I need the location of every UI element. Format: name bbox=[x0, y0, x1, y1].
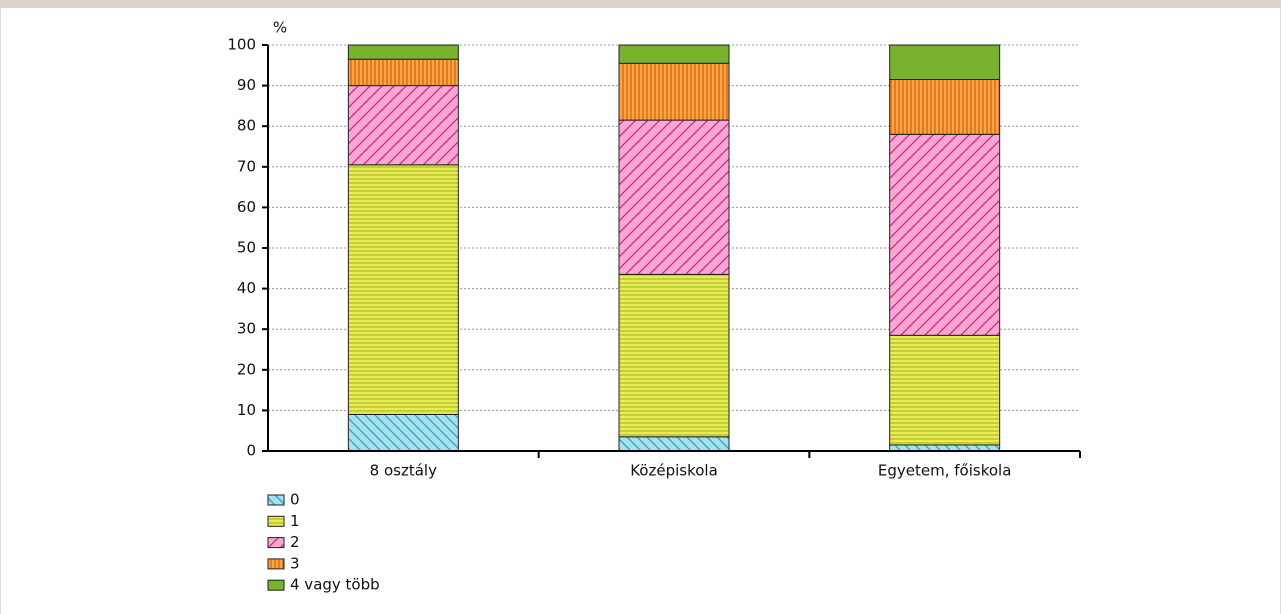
bar-segment bbox=[347, 85, 459, 166]
y-tick-label: 70 bbox=[237, 157, 256, 175]
bar-segment bbox=[347, 413, 459, 452]
y-tick-label: 10 bbox=[237, 401, 256, 419]
y-tick-label: 20 bbox=[237, 360, 256, 378]
y-tick-label: 30 bbox=[237, 320, 256, 338]
legend-label: 3 bbox=[290, 554, 300, 572]
legend-label: 4 vagy több bbox=[290, 576, 380, 594]
legend-swatch bbox=[267, 494, 285, 506]
bar-segment bbox=[618, 119, 730, 275]
y-tick-label: 40 bbox=[237, 279, 256, 297]
bar-segment bbox=[889, 133, 1001, 336]
bar-segment bbox=[347, 44, 459, 60]
legend-swatch bbox=[267, 579, 285, 591]
bar-segment bbox=[618, 62, 730, 121]
x-tick-label: 8 osztály bbox=[370, 462, 437, 480]
y-axis-label: % bbox=[273, 19, 287, 37]
legend-swatch bbox=[267, 558, 285, 570]
top-band bbox=[0, 0, 1281, 8]
bar-segment bbox=[618, 436, 730, 452]
bar-segment bbox=[618, 273, 730, 438]
legend-label: 2 bbox=[290, 533, 300, 551]
y-tick-label: 60 bbox=[237, 198, 256, 216]
bar-segment bbox=[889, 79, 1001, 135]
bar-segment bbox=[347, 58, 459, 87]
x-tick-label: Egyetem, főiskola bbox=[878, 462, 1012, 480]
legend-swatch bbox=[267, 537, 285, 549]
legend-label: 1 bbox=[290, 512, 300, 530]
y-tick-label: 80 bbox=[237, 117, 256, 135]
legend-label: 0 bbox=[290, 491, 300, 509]
bar-segment bbox=[889, 334, 1001, 446]
y-tick-label: 50 bbox=[237, 239, 256, 257]
y-tick-label: 0 bbox=[246, 442, 256, 460]
y-tick-label: 100 bbox=[227, 36, 256, 54]
bar-segment bbox=[889, 44, 1001, 81]
legend-swatch bbox=[267, 515, 285, 527]
y-tick-label: 90 bbox=[237, 76, 256, 94]
x-tick-label: Középiskola bbox=[630, 462, 718, 480]
bar-segment bbox=[347, 164, 459, 415]
bar-segment bbox=[618, 44, 730, 64]
